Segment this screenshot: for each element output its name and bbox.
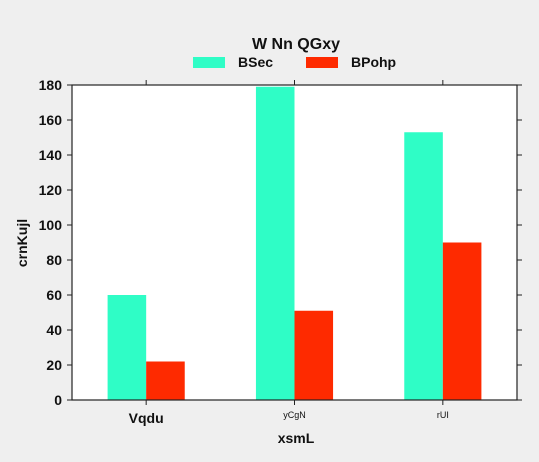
x-tick-label: Vqdu xyxy=(129,410,164,426)
y-tick-label: 80 xyxy=(46,252,62,268)
y-tick-label: 120 xyxy=(39,182,63,198)
y-axis-ticks: 0 20 40 60 80 100 120 140 160 180 xyxy=(39,77,522,408)
y-tick-label: 180 xyxy=(39,77,63,93)
y-tick-label: 40 xyxy=(46,322,62,338)
legend-label-BPohp: BPohp xyxy=(351,54,396,70)
bar-BPohp-yCgN xyxy=(294,310,334,400)
y-tick-label: 60 xyxy=(46,287,62,303)
bar-BSec-rUI xyxy=(404,132,443,400)
x-tick-label: yCgN xyxy=(283,410,306,420)
y-axis-label: crnKujl xyxy=(14,219,30,267)
y-tick-label: 140 xyxy=(39,147,63,163)
bar-BSec-yCgN xyxy=(255,86,295,400)
plot-frame xyxy=(71,84,518,401)
y-tick-label: 160 xyxy=(39,112,63,128)
x-axis-ticks: Vqdu yCgN rUI xyxy=(129,80,449,426)
y-tick-label: 20 xyxy=(46,357,62,373)
x-tick-label: rUI xyxy=(437,410,449,420)
x-axis-label: xsmL xyxy=(278,430,315,446)
chart-title: W Nn QGxy xyxy=(252,36,340,53)
legend-swatch-BSec xyxy=(193,57,225,68)
bar-BPohp-Vqdu xyxy=(146,361,185,400)
y-tick-label: 100 xyxy=(39,217,63,233)
y-tick-label: 0 xyxy=(54,392,62,408)
bar-BSec-Vqdu xyxy=(107,295,147,400)
legend: BSec BPohp xyxy=(193,54,396,70)
legend-swatch-BPohp xyxy=(306,57,338,68)
bars-group xyxy=(107,86,482,400)
legend-label-BSec: BSec xyxy=(238,54,273,70)
bar-BPohp-rUI xyxy=(442,242,482,400)
